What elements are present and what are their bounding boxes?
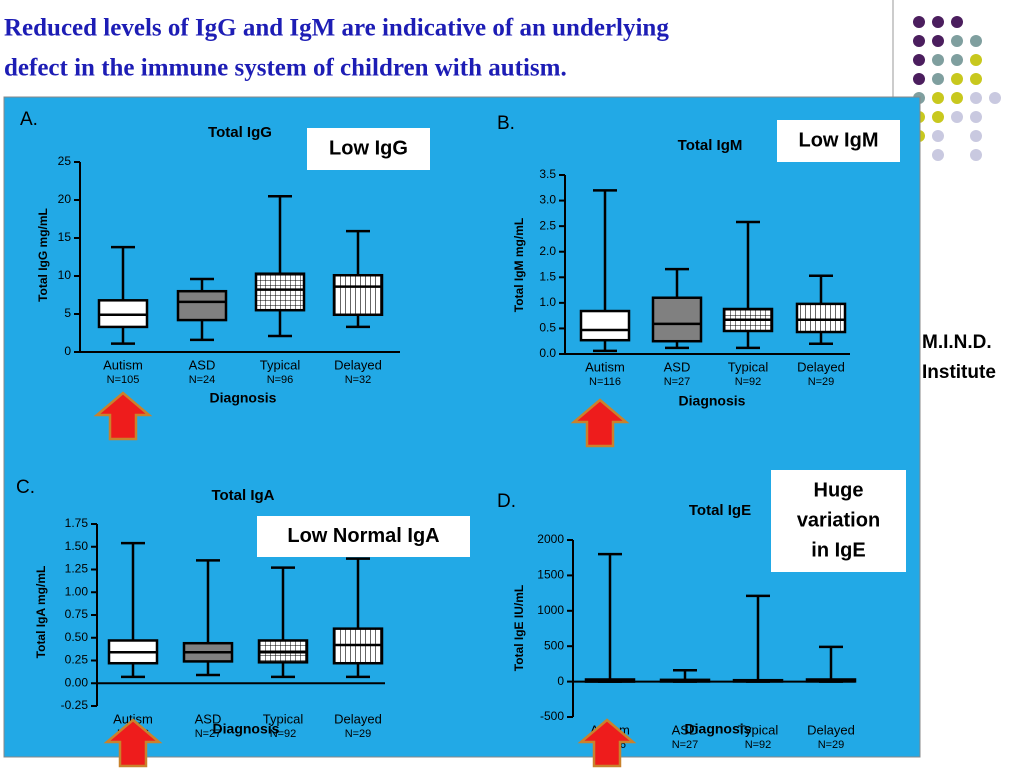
x-tick-label: Typical: [263, 711, 304, 726]
y-tick-label: 20: [58, 192, 72, 206]
y-tick-label: -500: [540, 709, 564, 723]
x-tick-label: ASD: [189, 357, 216, 372]
arrow: [103, 718, 163, 768]
panel-label: D.: [497, 491, 516, 512]
y-tick-label: 0.50: [65, 630, 89, 644]
institute: M.I.N.D.: [922, 332, 992, 353]
x-tick-label: Typical: [260, 357, 301, 372]
n-label: N=29: [345, 728, 372, 740]
y-tick-label: 1.5: [539, 269, 556, 283]
annotation: Low IgG: [329, 137, 408, 159]
arrow: [570, 398, 630, 448]
y-tick-label: 0.0: [539, 346, 556, 360]
annotation: Low IgM: [799, 129, 879, 151]
x-tick-label: Autism: [103, 357, 143, 372]
annotation-box: [307, 128, 430, 170]
n-label: N=32: [345, 374, 372, 386]
y-tick-label: 500: [544, 638, 564, 652]
y-tick-label: 3.5: [539, 167, 556, 181]
y-tick-label: 0.5: [539, 321, 556, 335]
arrow: [577, 718, 637, 768]
y-tick-label: 2000: [537, 532, 564, 546]
x-tick-label: Delayed: [807, 722, 855, 737]
y-tick-label: 2.5: [539, 218, 556, 232]
n-label: N=27: [664, 376, 691, 388]
panel-label: B.: [497, 113, 515, 134]
x-axis-label: Diagnosis: [210, 390, 277, 406]
n-label: N=92: [270, 728, 297, 740]
slide-title: defect in the immune system of children …: [4, 55, 567, 82]
x-tick-label: Delayed: [797, 359, 845, 374]
box: [579, 309, 631, 342]
n-label: N=92: [735, 376, 762, 388]
annotation: variation: [797, 509, 880, 531]
chart-title: Total IgM: [678, 137, 743, 154]
y-tick-label: 0: [64, 344, 71, 358]
y-tick-label: 3.0: [539, 193, 556, 207]
slide-title: Reduced levels of IgG and IgM are indica…: [4, 15, 669, 42]
y-tick-label: 5: [64, 306, 71, 320]
annotation: Huge: [814, 479, 864, 501]
y-axis-label: Total IgG mg/mL: [36, 208, 50, 302]
n-label: N=92: [745, 739, 772, 751]
annotation-box: [777, 120, 900, 162]
y-tick-label: 1.00: [65, 584, 89, 598]
annotation-box: [257, 516, 470, 557]
y-axis-label: Total IgM mg/mL: [512, 218, 526, 312]
n-label: N=27: [672, 739, 699, 751]
x-tick-label: Delayed: [334, 357, 382, 372]
y-tick-label: 1.50: [65, 539, 89, 553]
y-tick-label: 0: [557, 674, 564, 688]
x-tick-label: Typical: [738, 722, 779, 737]
y-tick-label: -0.25: [61, 698, 89, 712]
annotation: in IgE: [811, 539, 865, 561]
chart-title: Total IgE: [689, 502, 751, 519]
x-tick-label: ASD: [664, 359, 691, 374]
n-label: N=96: [267, 374, 294, 386]
x-tick-label: Typical: [728, 359, 769, 374]
y-tick-label: 1.25: [65, 562, 89, 576]
y-tick-label: 10: [58, 268, 72, 282]
n-label: N=29: [808, 376, 835, 388]
y-tick-label: 1000: [537, 603, 564, 617]
x-axis-label: Diagnosis: [685, 721, 752, 737]
n-label: N=24: [189, 374, 216, 386]
chart-title: Total IgG: [208, 124, 272, 141]
x-tick-label: ASD: [195, 711, 222, 726]
box: [332, 273, 384, 317]
y-tick-label: 15: [58, 230, 72, 244]
box: [176, 289, 228, 322]
n-label: N=29: [818, 739, 845, 751]
y-tick-label: 1.0: [539, 295, 556, 309]
n-label: N=27: [195, 728, 222, 740]
box: [795, 302, 847, 334]
y-tick-label: 1500: [537, 568, 564, 582]
y-tick-label: 0.75: [65, 607, 89, 621]
chart-title: Total IgA: [211, 487, 274, 504]
y-tick-label: 25: [58, 154, 72, 168]
y-tick-label: 0.00: [65, 675, 89, 689]
x-axis-label: Diagnosis: [213, 721, 280, 737]
box: [254, 272, 306, 312]
x-axis-label: Diagnosis: [679, 393, 746, 409]
y-axis-label: Total IgE IU/mL: [512, 585, 526, 671]
n-label: N=116: [589, 376, 621, 388]
arrow: [93, 391, 153, 441]
institute: Institute: [922, 362, 996, 383]
x-tick-label: Delayed: [334, 711, 382, 726]
box: [651, 296, 703, 343]
annotation-box: [771, 470, 906, 572]
panel-label: C.: [16, 477, 35, 498]
n-label: N=105: [107, 374, 140, 386]
x-tick-label: ASD: [672, 722, 699, 737]
y-axis-label: Total IgA mg/mL: [34, 566, 48, 659]
panel-label: A.: [20, 109, 38, 130]
y-tick-label: 1.75: [65, 516, 89, 530]
y-tick-label: 0.25: [65, 653, 89, 667]
y-tick-label: 2.0: [539, 244, 556, 258]
x-tick-label: Autism: [585, 359, 625, 374]
annotation: Low Normal IgA: [287, 525, 439, 547]
